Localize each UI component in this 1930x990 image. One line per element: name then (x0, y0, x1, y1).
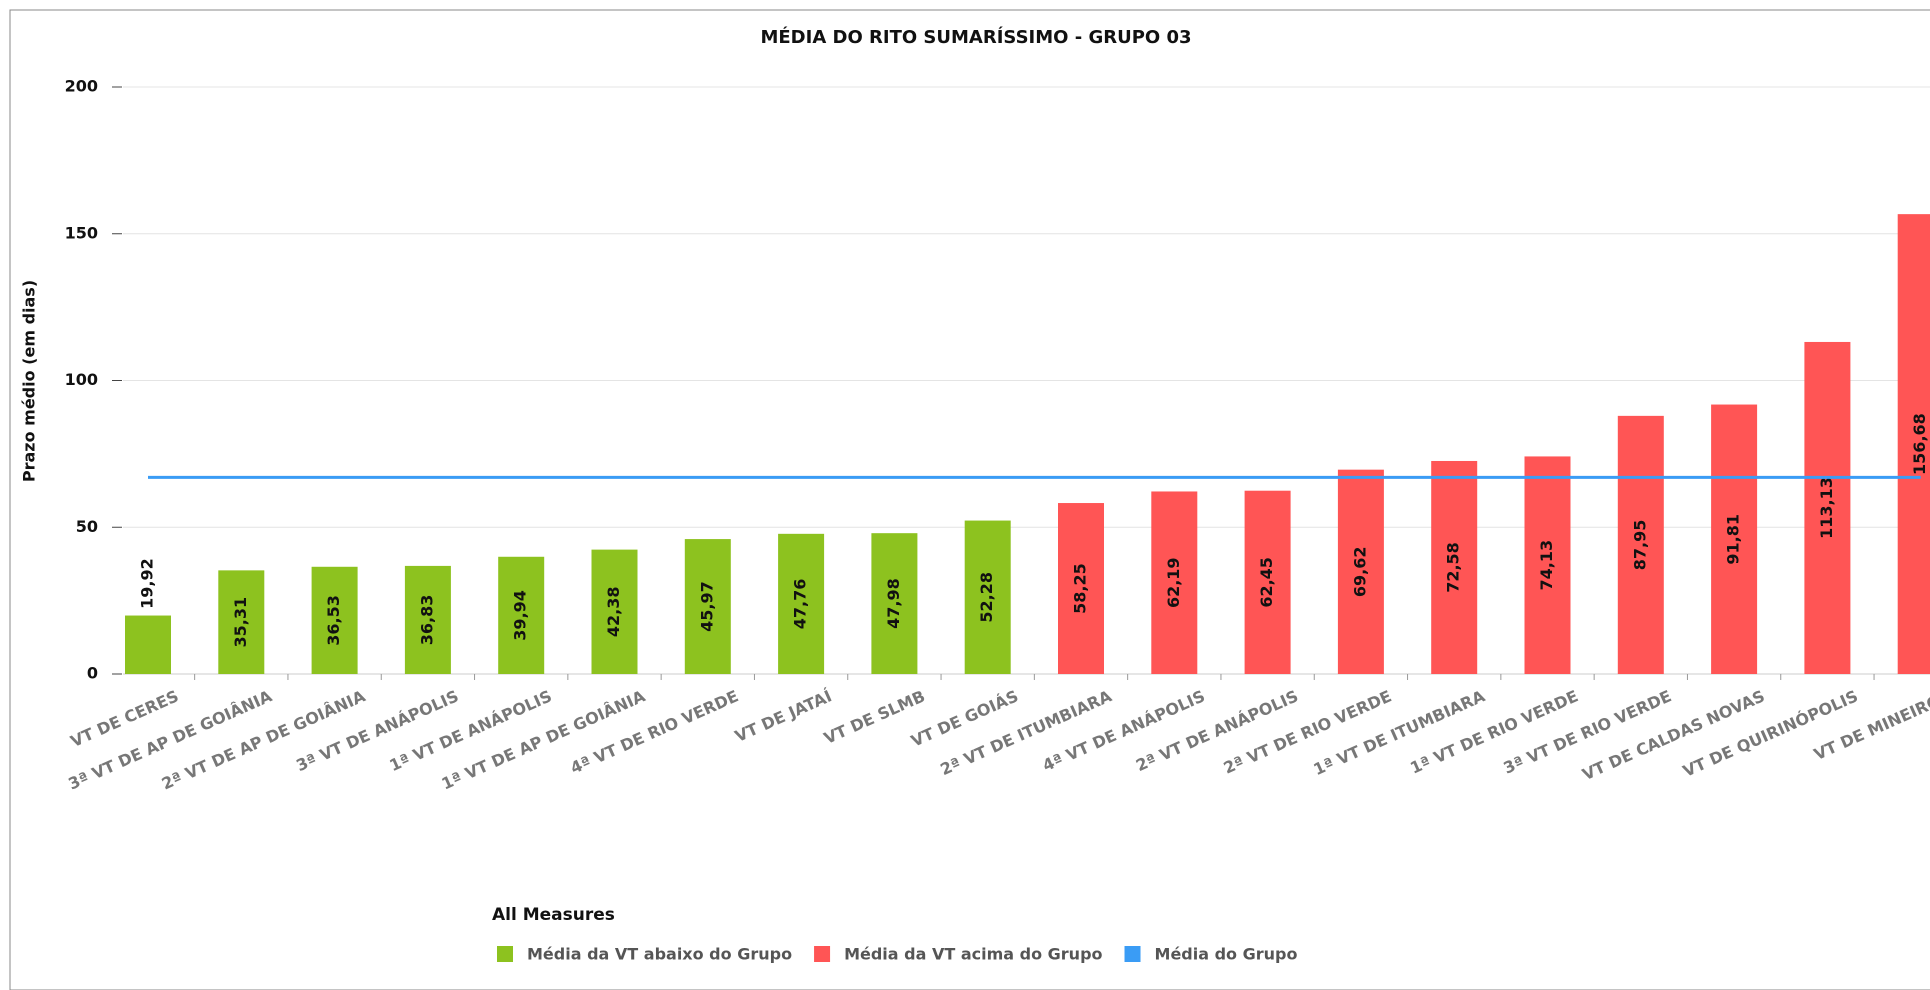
bar (778, 533, 825, 674)
y-tick-label: 150 (65, 223, 98, 242)
y-axis-title: Prazo médio (em dias) (20, 280, 39, 482)
y-tick-label: 100 (65, 370, 98, 389)
data-label: 47,98 (884, 578, 903, 629)
bar (1711, 404, 1758, 674)
bar (404, 565, 451, 674)
data-label: 36,53 (324, 595, 343, 646)
data-label: 113,13 (1817, 477, 1836, 539)
bar (498, 556, 545, 674)
bar (1617, 415, 1664, 674)
data-label: 47,76 (791, 579, 810, 630)
legend-swatch (497, 946, 513, 962)
bar (1151, 491, 1198, 674)
bar (684, 539, 731, 674)
chart-title: MÉDIA DO RITO SUMARÍSSIMO - GRUPO 03 (760, 26, 1191, 48)
data-label: 62,19 (1164, 557, 1183, 608)
bar (1897, 214, 1930, 674)
data-label: 156,68 (1910, 413, 1929, 475)
bar (1058, 503, 1104, 674)
legend-label: Média da VT acima do Grupo (844, 945, 1102, 964)
data-label: 36,83 (417, 595, 436, 646)
bar (125, 615, 171, 674)
data-label: 45,97 (697, 581, 716, 632)
bar (871, 533, 918, 674)
data-label: 52,28 (977, 572, 996, 623)
bar (1524, 456, 1571, 674)
legend-label: Média do Grupo (1155, 945, 1298, 964)
bar (1244, 490, 1291, 674)
bar (591, 549, 638, 674)
data-label: 42,38 (604, 587, 623, 638)
bar (1431, 460, 1478, 674)
data-label: 58,25 (1071, 563, 1090, 614)
data-label: 72,58 (1444, 542, 1463, 593)
frame (9, 9, 1930, 990)
data-label: 35,31 (231, 597, 250, 648)
legend-title: All Measures (492, 905, 615, 925)
data-label: 62,45 (1257, 557, 1276, 608)
y-tick-label: 200 (65, 77, 98, 96)
legend-swatch (814, 946, 831, 962)
data-label: 74,13 (1537, 540, 1556, 591)
y-tick-label: 0 (87, 664, 98, 683)
bar (964, 520, 1011, 674)
bar (311, 566, 358, 674)
bar (218, 570, 265, 674)
data-label: 87,95 (1630, 520, 1649, 571)
bar (1337, 469, 1384, 674)
legend-swatch (1124, 946, 1141, 962)
data-label: 39,94 (511, 590, 530, 641)
legend-label: Média da VT abaixo do Grupo (527, 945, 792, 964)
data-label: 91,81 (1724, 514, 1743, 565)
data-label: 69,62 (1350, 547, 1369, 598)
y-tick-label: 50 (76, 517, 98, 536)
bar (1804, 341, 1851, 674)
data-label: 19,92 (138, 558, 157, 609)
